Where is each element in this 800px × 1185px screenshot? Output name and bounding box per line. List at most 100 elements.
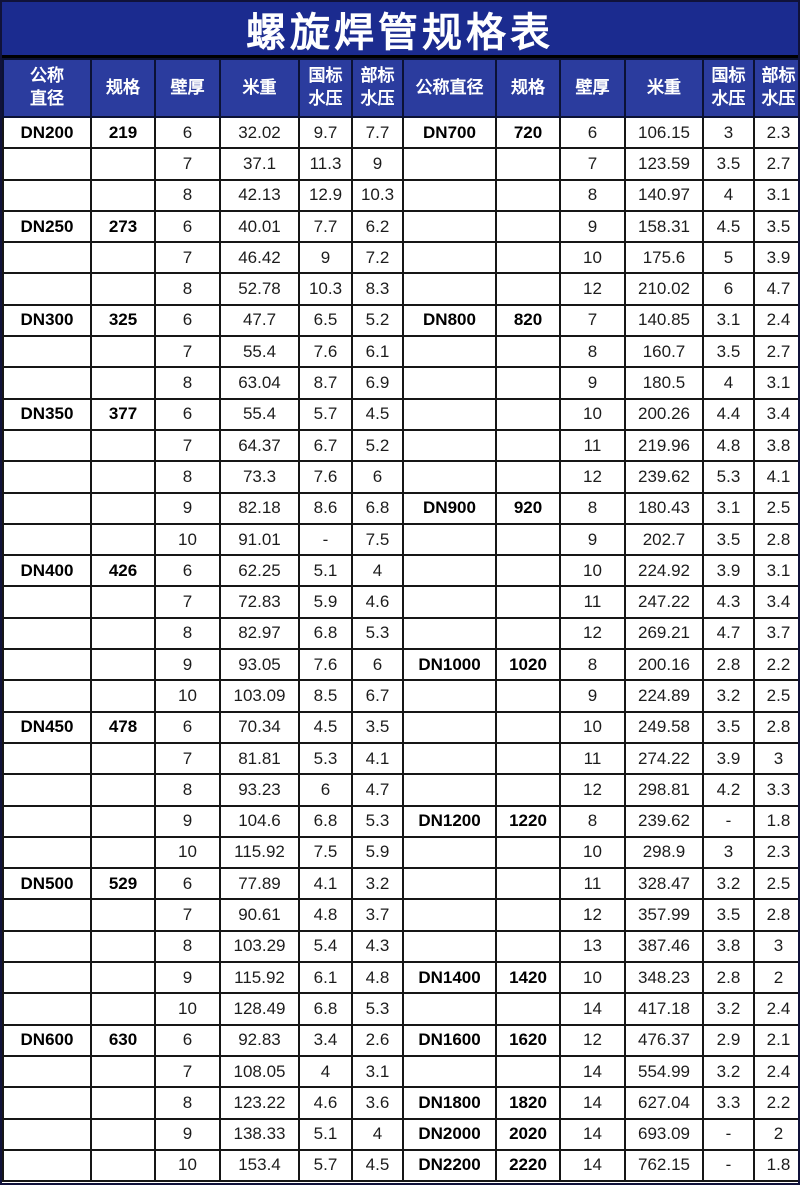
spec-cell (2, 835, 92, 870)
spec-cell: 3 (702, 835, 755, 870)
spec-cell: 7 (154, 898, 221, 932)
spec-cell (402, 178, 497, 212)
spec-cell: 14 (559, 1148, 626, 1183)
spec-cell: 4 (702, 178, 755, 212)
spec-cell (90, 898, 156, 932)
spec-row: 8 73.3 7.6 6 12 239.62 5.3 4.1 (2, 460, 798, 494)
spec-cell (495, 679, 561, 713)
spec-cell: 3.5 (702, 147, 755, 181)
spec-cell: 8 (154, 616, 221, 651)
spec-cell (402, 835, 497, 870)
spec-cell (2, 241, 92, 275)
spec-cell: 11 (559, 867, 626, 901)
spec-cell (2, 929, 92, 964)
spec-cell: DN500 (2, 867, 92, 901)
spec-cell: 4 (351, 554, 404, 588)
spec-cell: 5.3 (298, 741, 353, 776)
spec-cell (90, 460, 156, 494)
spec-cell: 9 (154, 961, 221, 995)
spec-cell: 46.42 (219, 241, 300, 275)
spec-cell: 93.23 (219, 773, 300, 807)
spec-cell (2, 1117, 92, 1151)
spec-cell: 10 (154, 522, 221, 557)
spec-cell (402, 741, 497, 776)
spec-cell (402, 679, 497, 713)
spec-cell: 7 (559, 303, 626, 338)
spec-cell: 3.7 (753, 616, 798, 651)
spec-cell (90, 804, 156, 838)
spec-cell: DN2000 (402, 1117, 497, 1151)
spec-cell: 10 (559, 961, 626, 995)
spec-cell: 5.3 (351, 992, 404, 1026)
spec-cell: 4.5 (351, 1148, 404, 1183)
spec-row: 8 103.29 5.4 4.3 13 387.46 3.8 3 (2, 929, 798, 964)
spec-cell: 3.2 (702, 679, 755, 713)
spec-cell: 91.01 (219, 522, 300, 557)
spec-cell: 9 (154, 1117, 221, 1151)
spec-cell (90, 1086, 156, 1120)
spec-row: 8 42.13 12.9 10.3 8 140.97 4 3.1 (2, 178, 798, 212)
spec-cell: 3.3 (753, 773, 798, 807)
spec-cell: 123.59 (624, 147, 704, 181)
spec-cell: 7.7 (351, 115, 404, 150)
spec-cell (402, 366, 497, 400)
spec-row: DN200 219 6 32.02 9.7 7.7 DN700 720 6 106.15 3 2.3 (2, 115, 798, 150)
page-title: 螺旋焊管规格表 (2, 2, 798, 58)
spec-row: 8 93.23 6 4.7 12 298.81 4.2 3.3 (2, 773, 798, 807)
spec-row: 10 153.4 5.7 4.5 DN2200 2220 14 762.15-1.8 (2, 1148, 798, 1183)
spec-cell: 426 (90, 554, 156, 588)
spec-cell: 8.5 (298, 679, 353, 713)
header-left-meter-weight: 米重 (219, 58, 300, 118)
spec-cell: 77.89 (219, 867, 300, 901)
spec-cell: 4.2 (702, 773, 755, 807)
spec-row: 9 115.92 6.1 4.8 DN1400 1420 10 348.23 2.8 2 (2, 961, 798, 995)
spec-cell (495, 460, 561, 494)
spec-cell (495, 178, 561, 212)
spec-cell: 2.8 (753, 898, 798, 932)
spec-cell: 5.2 (351, 303, 404, 338)
spec-cell: 9 (351, 147, 404, 181)
spec-cell: 82.97 (219, 616, 300, 651)
spec-cell: 3.4 (753, 397, 798, 431)
spec-cell: 3.6 (351, 1086, 404, 1120)
spec-cell: 55.4 (219, 397, 300, 431)
spec-cell: 55.4 (219, 335, 300, 369)
spec-cell: 3.5 (702, 522, 755, 557)
header-left-gb-water-pressure: 国标 水压 (298, 58, 353, 118)
spec-cell: 47.7 (219, 303, 300, 338)
spec-cell: 4.8 (351, 961, 404, 995)
spec-cell: 2.8 (753, 710, 798, 744)
spec-cell: 3.9 (702, 554, 755, 588)
header-left-nominal-diameter: 公称 直径 (2, 58, 92, 118)
spec-cell: 7 (154, 428, 221, 463)
spec-cell (2, 428, 92, 463)
spec-cell: 9 (559, 366, 626, 400)
spec-cell: 4.3 (351, 929, 404, 964)
spec-row: 7 90.61 4.8 3.7 12 357.99 3.5 2.8 (2, 898, 798, 932)
spec-cell (495, 898, 561, 932)
spec-cell (495, 428, 561, 463)
spec-cell: - (702, 1148, 755, 1183)
spec-cell: 3.2 (351, 867, 404, 901)
spec-cell: 387.46 (624, 929, 704, 964)
spec-cell (402, 335, 497, 369)
spec-cell: 8 (154, 178, 221, 212)
spec-cell (2, 272, 92, 306)
spec-cell: 7 (154, 147, 221, 181)
spec-cell (90, 773, 156, 807)
spec-row: 7 46.42 9 7.2 10 175.6 5 3.9 (2, 241, 798, 275)
spec-cell (402, 147, 497, 181)
spec-cell (495, 992, 561, 1026)
spec-cell: 3.4 (298, 1023, 353, 1057)
spec-cell: 8 (559, 178, 626, 212)
spec-cell (90, 741, 156, 776)
spec-cell: 6 (351, 648, 404, 682)
spec-cell: 239.62 (624, 460, 704, 494)
spec-cell: 73.3 (219, 460, 300, 494)
spec-cell: 14 (559, 1117, 626, 1151)
spec-cell: 9 (559, 522, 626, 557)
spec-cell (402, 867, 497, 901)
spec-cell (402, 898, 497, 932)
spec-cell: 6.9 (351, 366, 404, 400)
